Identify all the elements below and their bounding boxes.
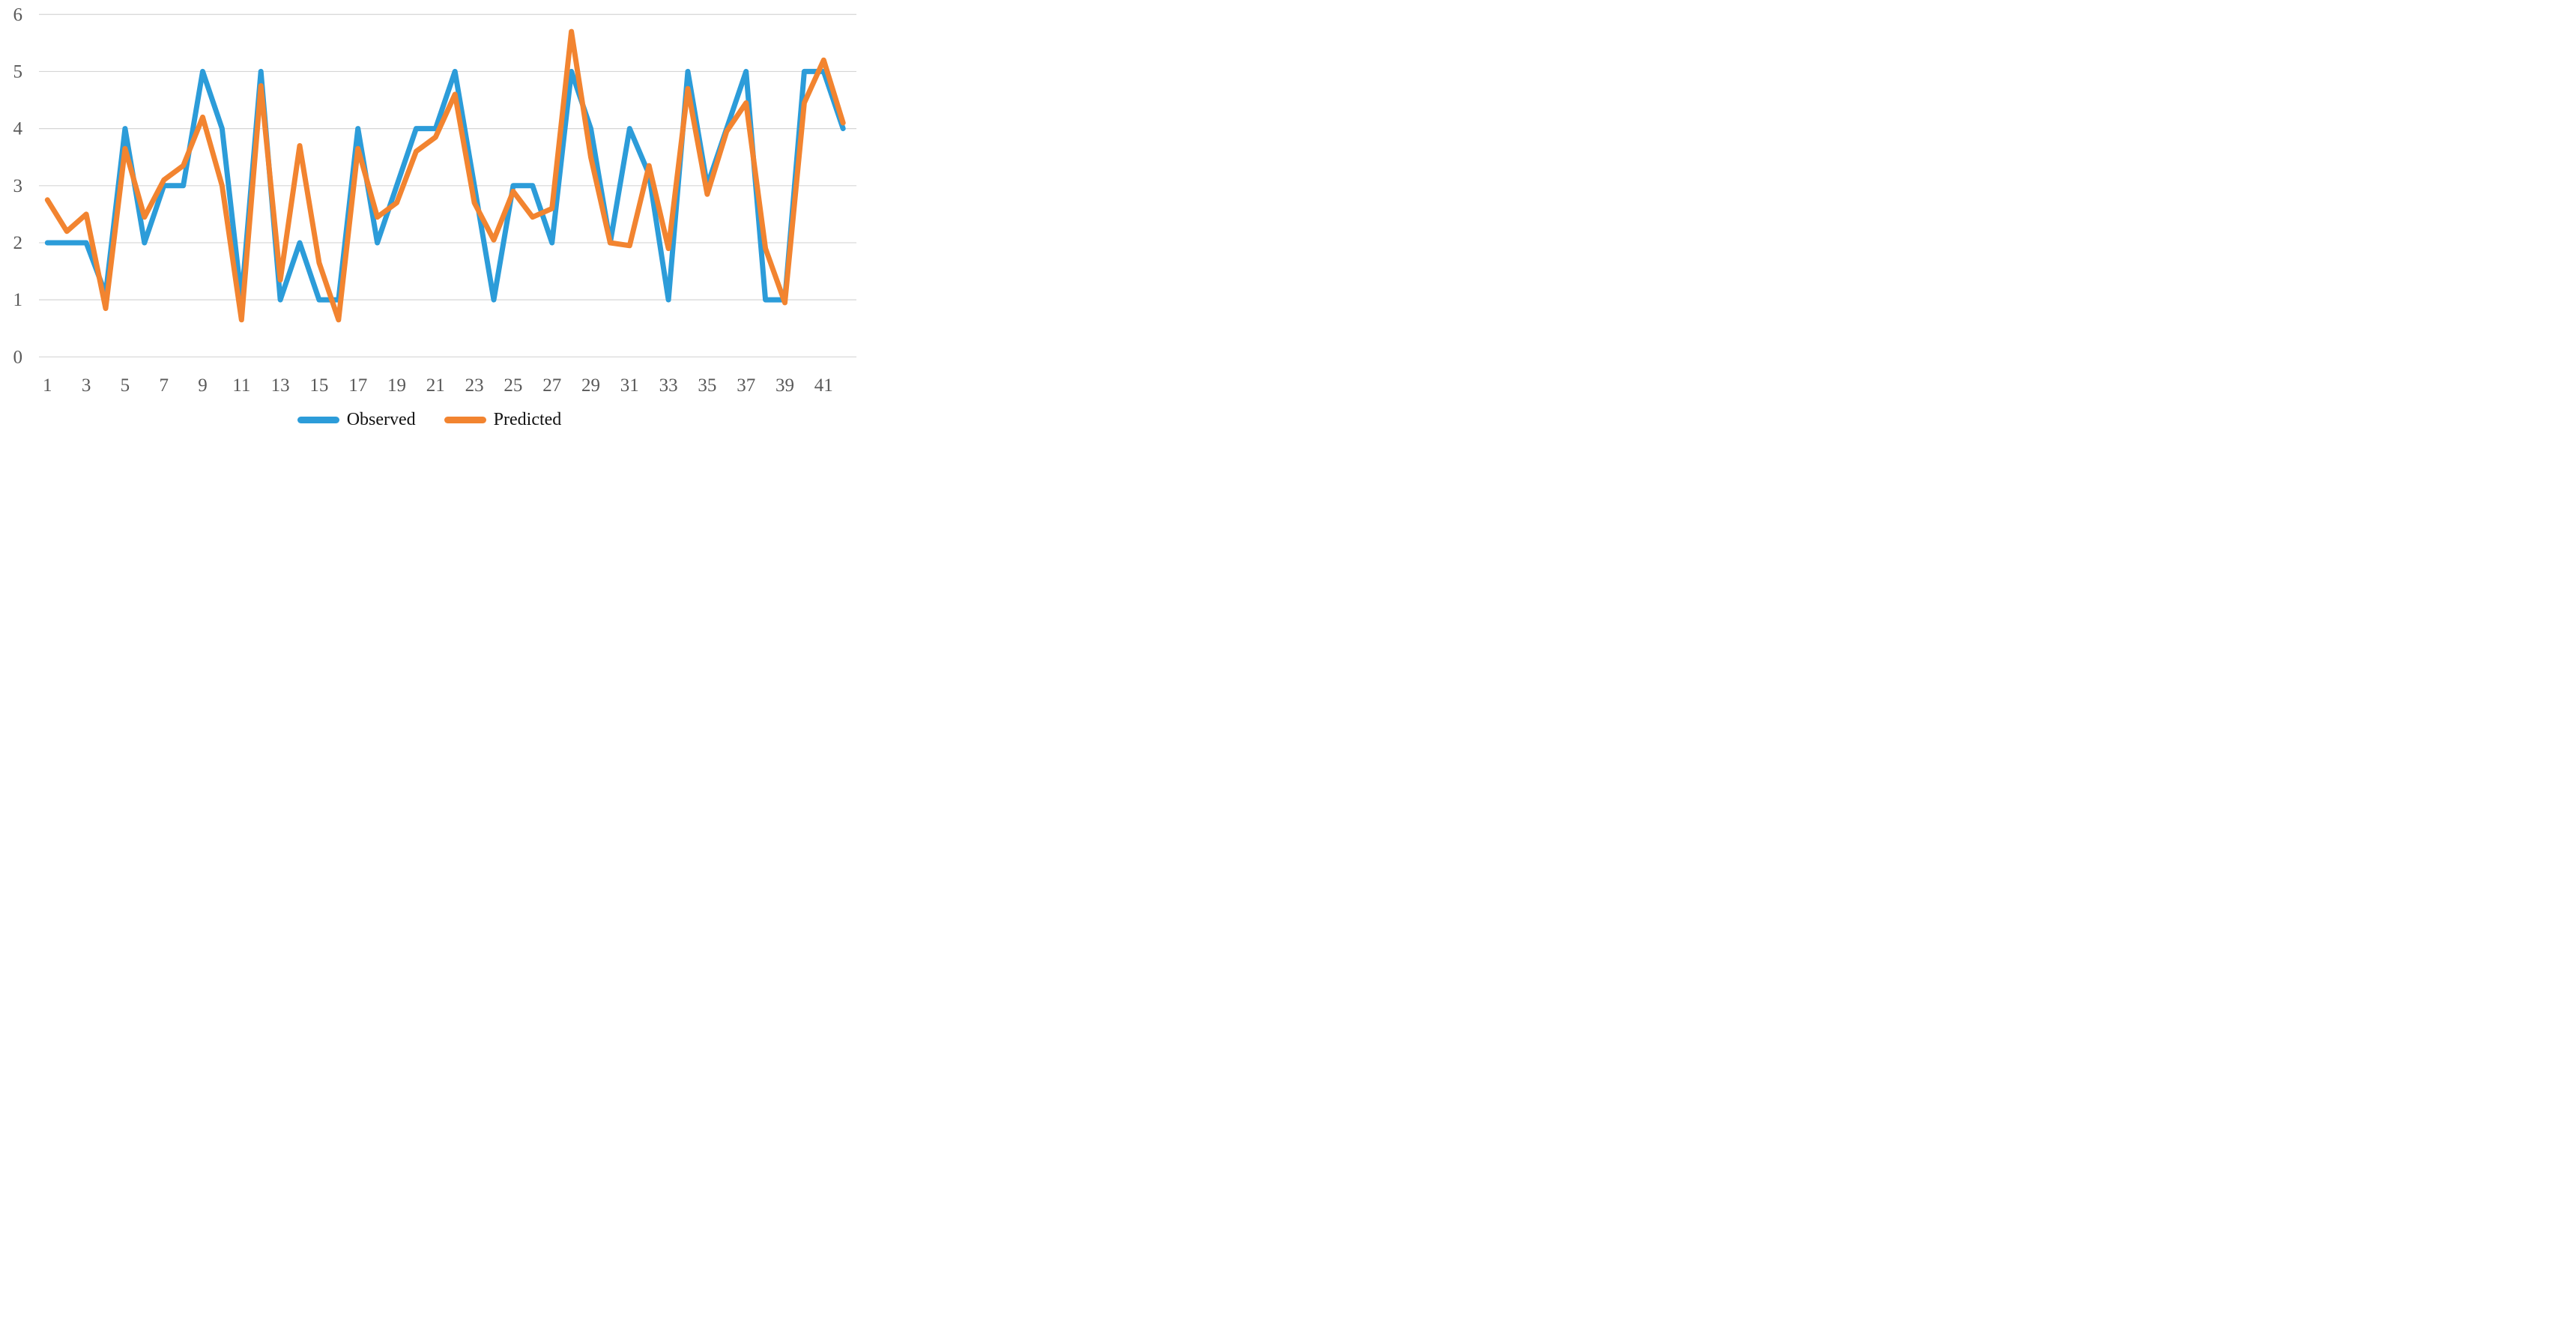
x-tick-label-21: 21 — [426, 375, 445, 396]
x-tick-label-5: 5 — [121, 375, 130, 396]
x-tick-label-37: 37 — [737, 375, 755, 396]
x-tick-label-9: 9 — [198, 375, 208, 396]
x-tick-label-3: 3 — [82, 375, 91, 396]
x-tick-label-1: 1 — [43, 375, 52, 396]
predicted-line — [44, 28, 846, 323]
x-tick-label-17: 17 — [348, 375, 367, 396]
chart-page: 0 1 2 3 4 5 6 1 3 5 7 9 11 13 15 17 19 21 23 25 27 29 31 33 35 37… — [0, 0, 859, 447]
y-tick-label-0: 0 — [13, 347, 23, 367]
y-tick-label-4: 4 — [13, 119, 23, 139]
x-tick-label-35: 35 — [698, 375, 716, 396]
y-tick-label-6: 6 — [13, 4, 23, 25]
chart-legend: Observed Predicted — [0, 411, 859, 429]
legend-label-predicted: Predicted — [493, 410, 562, 429]
x-tick-label-7: 7 — [159, 375, 169, 396]
x-tick-label-29: 29 — [581, 375, 600, 396]
x-tick-label-11: 11 — [232, 375, 250, 396]
x-tick-label-13: 13 — [271, 375, 290, 396]
x-tick-label-15: 15 — [309, 375, 328, 396]
y-tick-label-2: 2 — [13, 233, 23, 253]
x-tick-label-31: 31 — [620, 375, 639, 396]
x-tick-label-27: 27 — [542, 375, 561, 396]
legend-label-observed: Observed — [346, 410, 416, 429]
x-tick-label-41: 41 — [814, 375, 833, 396]
y-tick-label-5: 5 — [13, 61, 23, 82]
x-tick-label-33: 33 — [659, 375, 678, 396]
legend-item-observed: Observed — [297, 411, 416, 429]
x-tick-label-19: 19 — [387, 375, 406, 396]
legend-item-predicted: Predicted — [444, 410, 562, 429]
y-tick-label-1: 1 — [13, 290, 23, 310]
observed-swatch — [297, 416, 339, 423]
line-chart: 0 1 2 3 4 5 6 1 3 5 7 9 11 13 15 17 19 21 23 25 27 29 31 33 35 37… — [0, 0, 859, 447]
x-tick-label-39: 39 — [775, 375, 794, 396]
x-tick-label-23: 23 — [465, 375, 484, 396]
predicted-swatch — [444, 416, 486, 423]
x-tick-label-25: 25 — [504, 375, 522, 396]
y-tick-label-3: 3 — [13, 176, 23, 196]
